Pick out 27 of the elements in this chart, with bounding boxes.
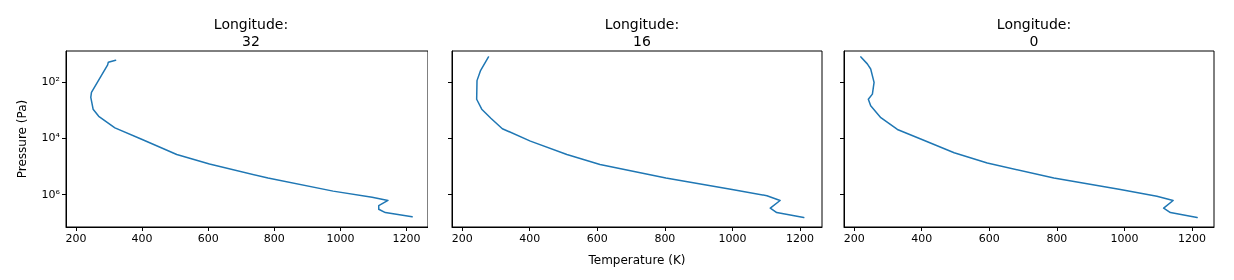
x-tick-label: 1000 — [718, 232, 747, 245]
y-axis-title: Pressure (Pa) — [15, 99, 29, 179]
chart-title: Longitude: 32 — [213, 15, 289, 49]
x-tick-label: 400 — [519, 232, 541, 245]
x-tick-label: 200 — [843, 232, 865, 245]
x-tick-label: 800 — [654, 232, 676, 245]
x-tick-label: 1000 — [1110, 232, 1139, 245]
x-tick-label: 200 — [65, 232, 87, 245]
x-tick-label: 400 — [911, 232, 933, 245]
line-series — [90, 59, 413, 218]
x-tick-label: 600 — [197, 232, 219, 245]
x-tick-label: 1000 — [326, 232, 355, 245]
x-tick-label: 200 — [451, 232, 473, 245]
x-tick-label: 800 — [263, 232, 285, 245]
x-tick-label: 1200 — [786, 232, 815, 245]
x-tick-label: 400 — [131, 232, 153, 245]
y-tick-label: 10⁴ — [41, 131, 61, 145]
x-tick-label: 1200 — [1178, 232, 1207, 245]
y-tick-label: 10² — [41, 75, 60, 89]
x-axis-title: Temperature (K) — [587, 253, 686, 267]
chart-title: Longitude: 0 — [996, 15, 1072, 49]
x-tick-label: 600 — [586, 232, 608, 245]
y-tick-label: 10⁶ — [41, 187, 61, 201]
chart-title: Longitude: 16 — [604, 15, 680, 49]
x-tick-label: 800 — [1046, 232, 1068, 245]
x-tick-label: 600 — [978, 232, 1000, 245]
x-tick-label: 1200 — [392, 232, 421, 245]
